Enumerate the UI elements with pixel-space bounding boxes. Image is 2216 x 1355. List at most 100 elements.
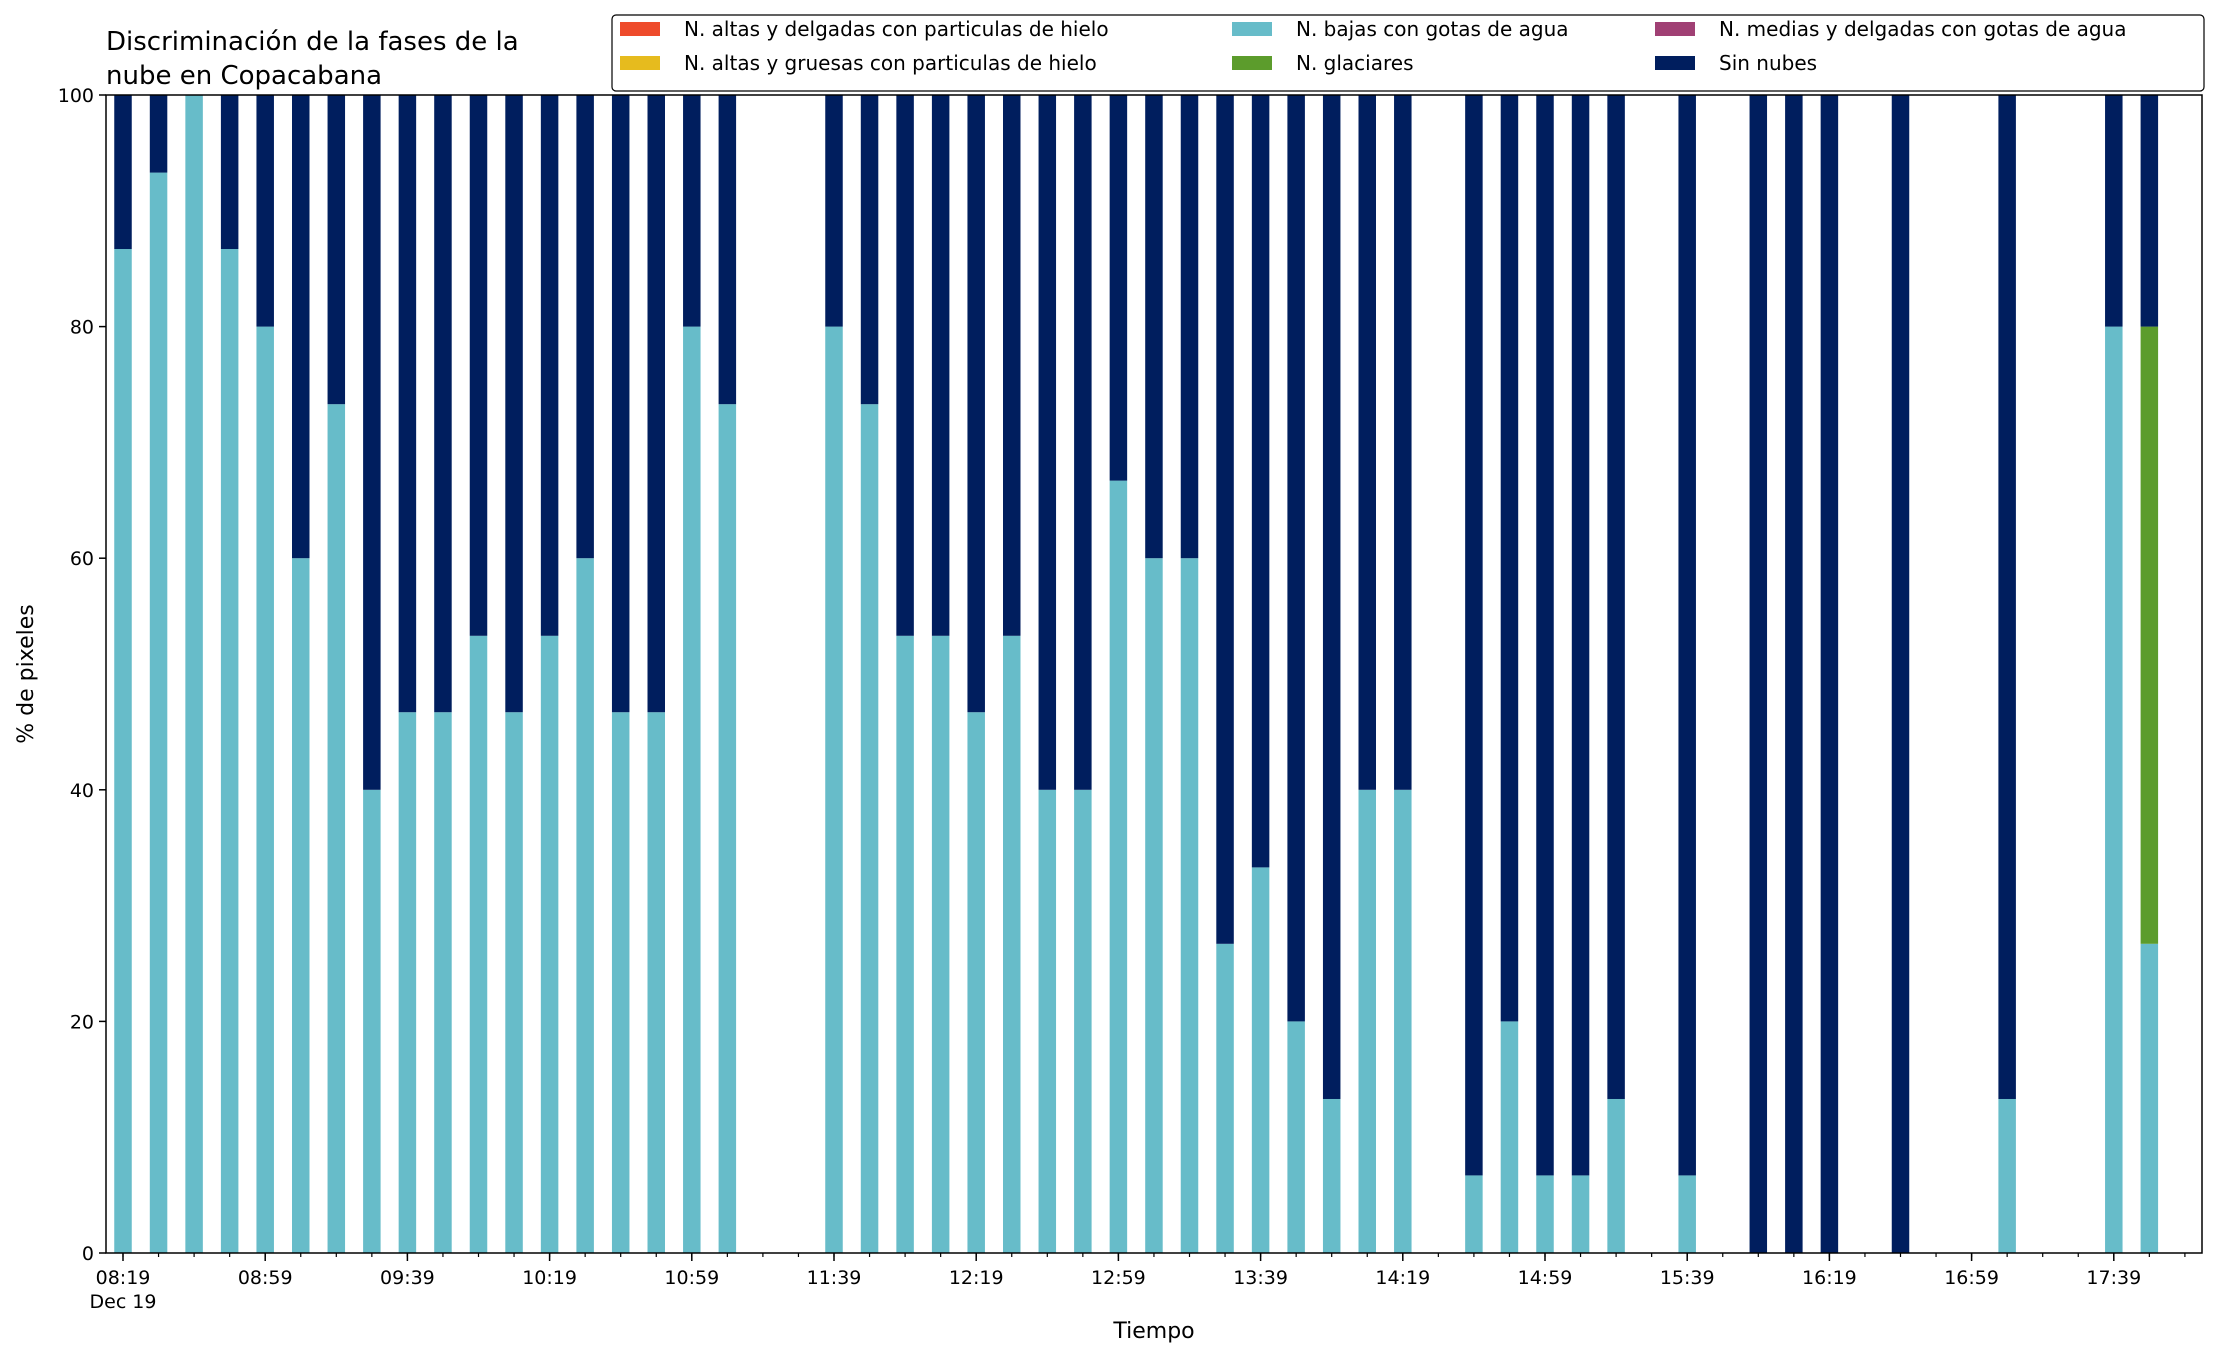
bar-29-series-5 bbox=[1145, 95, 1163, 559]
bar-12-series-5 bbox=[540, 95, 559, 636]
bar-27-series-5 bbox=[1074, 95, 1092, 790]
bar-25-series-2 bbox=[1003, 635, 1021, 1253]
bar-32-series-5 bbox=[1251, 95, 1270, 868]
bar-57-series-2 bbox=[2140, 943, 2159, 1253]
bar-28-series-2 bbox=[1109, 480, 1128, 1253]
bar-23-series-5 bbox=[931, 95, 950, 636]
x-tick-label-14: 17:39 bbox=[2086, 1267, 2141, 1289]
x-tick-label-2: 09:39 bbox=[380, 1267, 435, 1289]
legend-swatch-0 bbox=[620, 22, 660, 36]
bar-6-series-2 bbox=[327, 404, 346, 1253]
bar-35-series-2 bbox=[1358, 789, 1376, 1253]
bar-20-series-5 bbox=[825, 95, 843, 327]
bar-44-series-2 bbox=[1678, 1175, 1696, 1253]
bar-32-series-2 bbox=[1251, 867, 1270, 1253]
bar-13-series-2 bbox=[576, 558, 594, 1253]
bar-6-series-5 bbox=[327, 95, 346, 405]
bar-30-series-2 bbox=[1180, 558, 1199, 1253]
bar-23-series-2 bbox=[931, 635, 950, 1253]
bar-25-series-5 bbox=[1003, 95, 1021, 636]
y-tick-label-100: 100 bbox=[58, 85, 94, 107]
bar-4-series-2 bbox=[256, 326, 274, 1254]
x-tick-label-10: 14:59 bbox=[1518, 1267, 1573, 1289]
legend-swatch-4 bbox=[1655, 22, 1695, 36]
bar-48-series-5 bbox=[1820, 95, 1839, 1253]
bar-56-series-2 bbox=[2105, 326, 2123, 1254]
bar-36-series-5 bbox=[1394, 95, 1412, 790]
bar-42-series-2 bbox=[1607, 1098, 1625, 1253]
bar-46-series-5 bbox=[1749, 95, 1768, 1253]
bar-57-series-3 bbox=[2140, 326, 2159, 944]
bar-40-series-5 bbox=[1536, 95, 1554, 1176]
y-tick-label-80: 80 bbox=[70, 317, 94, 339]
y-tick-label-40: 40 bbox=[70, 780, 94, 802]
bar-40-series-2 bbox=[1536, 1175, 1554, 1253]
legend-label-1: N. altas y gruesas con particulas de hie… bbox=[684, 51, 1097, 75]
bar-14-series-5 bbox=[611, 95, 630, 713]
legend-label-5: Sin nubes bbox=[1719, 51, 1817, 75]
bar-7-series-2 bbox=[363, 789, 381, 1253]
bar-8-series-2 bbox=[398, 712, 417, 1253]
legend-swatch-1 bbox=[620, 56, 660, 70]
bar-22-series-2 bbox=[896, 635, 914, 1253]
bar-17-series-5 bbox=[718, 95, 737, 405]
x-tick-label-4: 10:59 bbox=[664, 1267, 719, 1289]
bar-57-series-5 bbox=[2140, 95, 2159, 327]
bars-group bbox=[114, 95, 2159, 1254]
bar-30-series-5 bbox=[1180, 95, 1199, 559]
chart-title: Discriminación de la fases de la nube en… bbox=[106, 27, 527, 91]
chart-title-line-1: Discriminación de la fases de la bbox=[106, 27, 519, 57]
bar-42-series-5 bbox=[1607, 95, 1625, 1099]
bar-10-series-2 bbox=[469, 635, 488, 1253]
x-tick-label-5: 11:39 bbox=[807, 1267, 862, 1289]
bar-7-series-5 bbox=[363, 95, 381, 790]
bar-26-series-5 bbox=[1038, 95, 1057, 790]
bar-12-series-2 bbox=[540, 635, 559, 1253]
bar-44-series-5 bbox=[1678, 95, 1696, 1176]
bar-9-series-5 bbox=[434, 95, 452, 713]
x-tick-label-13: 16:59 bbox=[1944, 1267, 1999, 1289]
bar-31-series-5 bbox=[1216, 95, 1234, 944]
bar-33-series-2 bbox=[1287, 1021, 1305, 1253]
bar-56-series-5 bbox=[2105, 95, 2123, 327]
legend-swatch-3 bbox=[1232, 56, 1272, 70]
bar-21-series-2 bbox=[860, 404, 879, 1253]
legend-swatch-5 bbox=[1655, 56, 1695, 70]
legend-swatch-2 bbox=[1232, 22, 1272, 36]
bar-13-series-5 bbox=[576, 95, 594, 559]
x-tick-sublabel: Dec 19 bbox=[90, 1291, 157, 1313]
bar-50-series-5 bbox=[1891, 95, 1910, 1253]
bar-27-series-2 bbox=[1074, 789, 1092, 1253]
bar-53-series-5 bbox=[1998, 95, 2016, 1099]
legend-label-0: N. altas y delgadas con particulas de hi… bbox=[684, 17, 1109, 41]
bar-31-series-2 bbox=[1216, 943, 1234, 1253]
bar-39-series-2 bbox=[1500, 1021, 1519, 1253]
bar-15-series-5 bbox=[647, 95, 665, 713]
bar-16-series-5 bbox=[683, 95, 701, 327]
bar-41-series-2 bbox=[1571, 1175, 1590, 1253]
bar-10-series-5 bbox=[469, 95, 488, 636]
x-tick-label-0: 08:19 bbox=[96, 1267, 151, 1289]
bar-36-series-2 bbox=[1394, 789, 1412, 1253]
bar-20-series-2 bbox=[825, 326, 843, 1254]
bar-9-series-2 bbox=[434, 712, 452, 1253]
bar-1-series-2 bbox=[149, 172, 168, 1254]
bar-26-series-2 bbox=[1038, 789, 1057, 1253]
legend-label-3: N. glaciares bbox=[1296, 51, 1414, 75]
bar-29-series-2 bbox=[1145, 558, 1163, 1253]
bar-1-series-5 bbox=[149, 95, 168, 173]
bar-3-series-5 bbox=[220, 95, 239, 250]
x-tick-label-6: 12:19 bbox=[949, 1267, 1004, 1289]
x-axis: 08:19 08:59 09:39 10:19 10:59 11:39 12:19 12:59… bbox=[90, 1253, 2186, 1313]
bar-11-series-2 bbox=[505, 712, 523, 1253]
bar-34-series-2 bbox=[1322, 1098, 1341, 1253]
bar-5-series-5 bbox=[292, 95, 310, 559]
bar-2-series-2 bbox=[185, 95, 203, 1253]
bar-0-series-2 bbox=[114, 249, 132, 1253]
bar-38-series-2 bbox=[1465, 1175, 1483, 1253]
y-tick-label-60: 60 bbox=[70, 548, 94, 570]
bar-17-series-2 bbox=[718, 404, 737, 1253]
bar-14-series-2 bbox=[611, 712, 630, 1253]
bar-47-series-5 bbox=[1785, 95, 1803, 1253]
